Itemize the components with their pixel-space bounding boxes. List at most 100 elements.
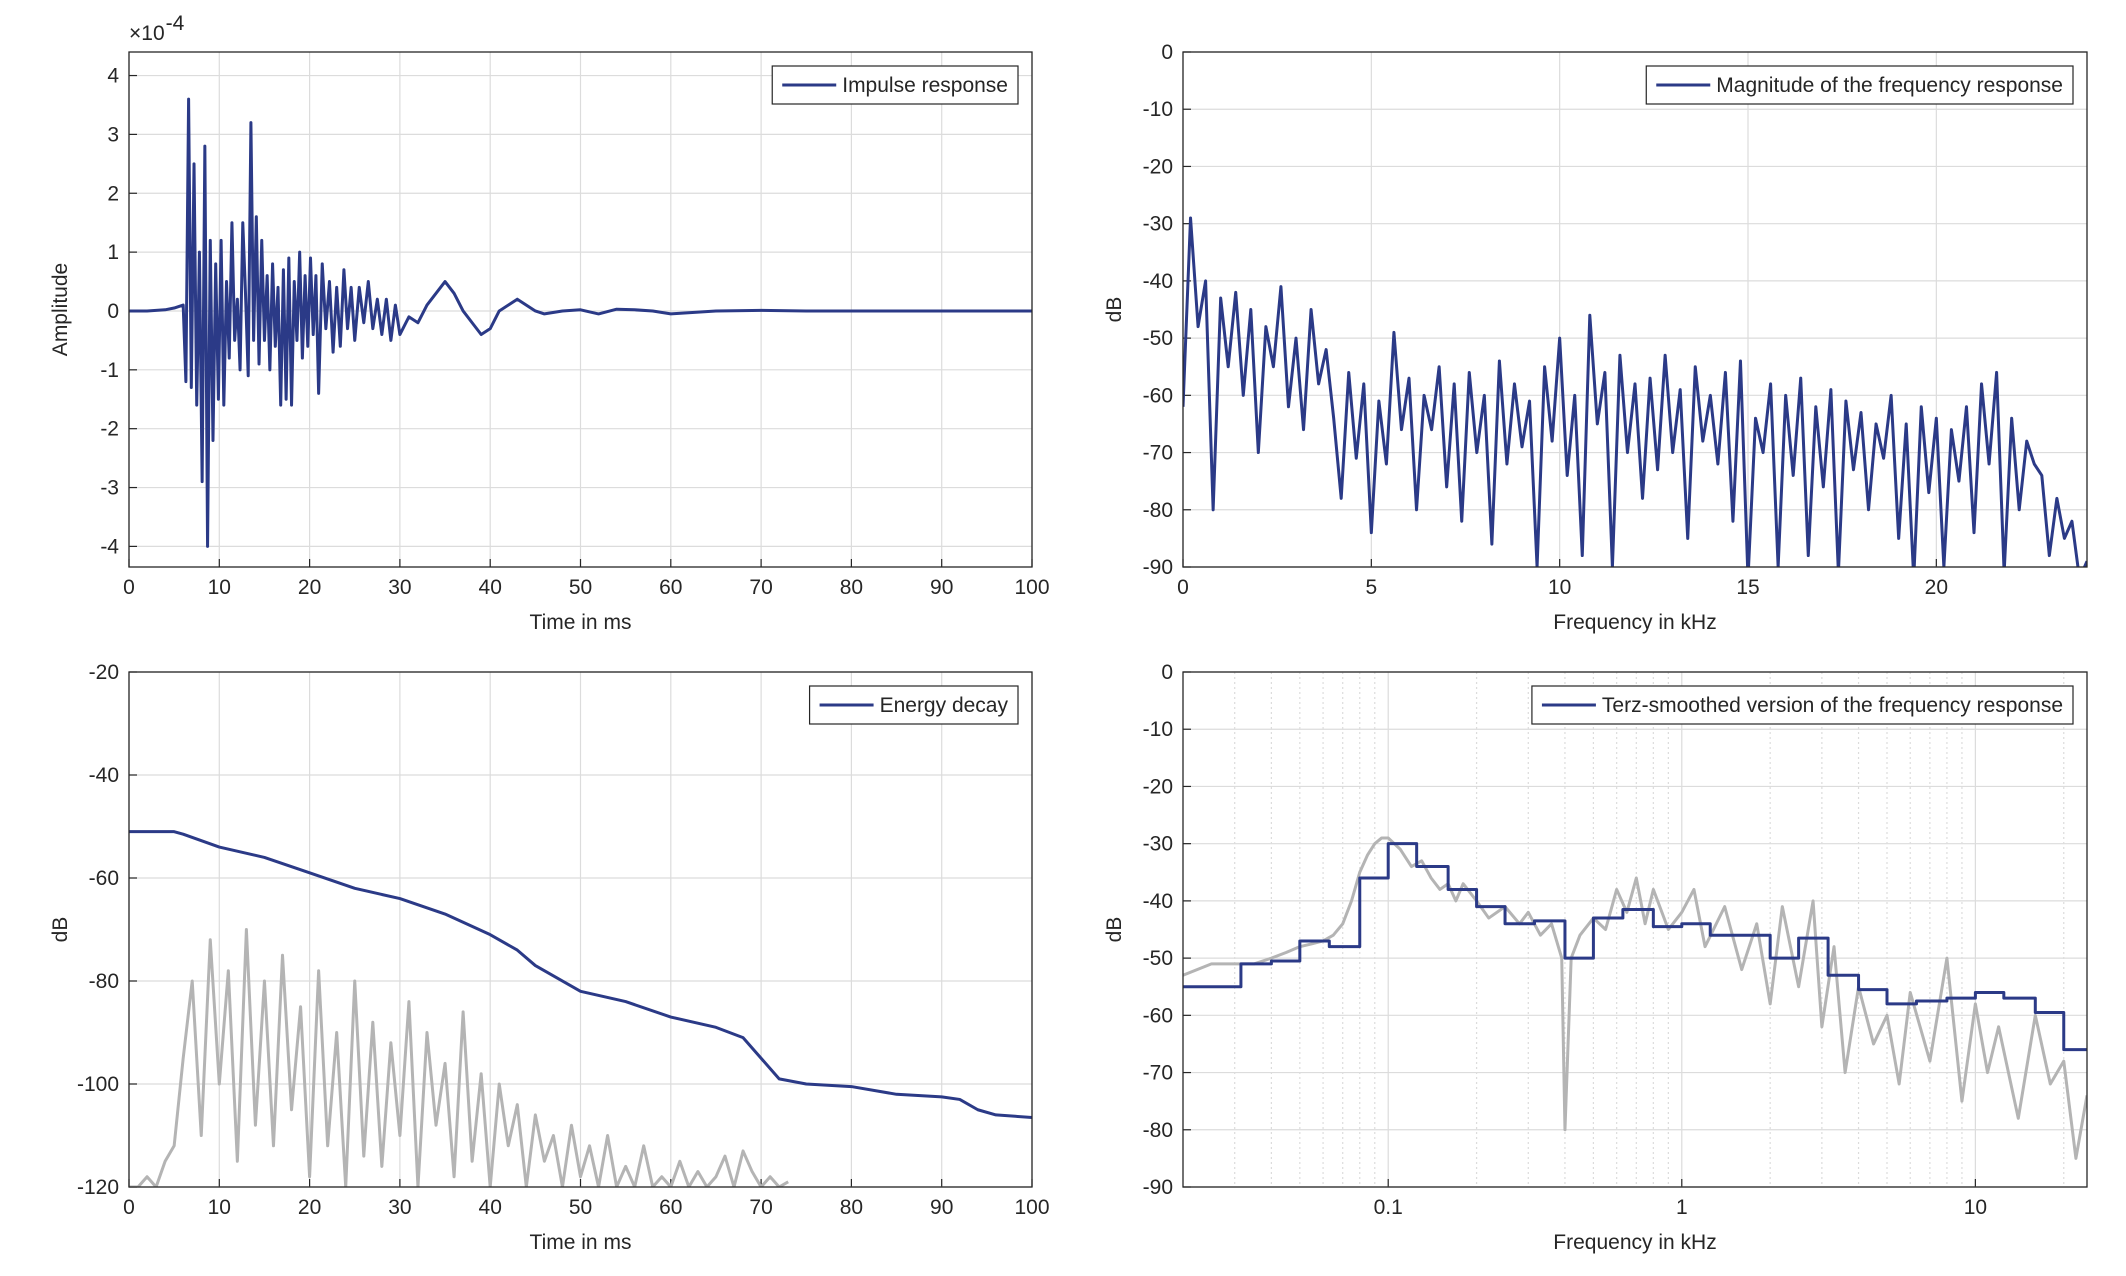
axes-frame xyxy=(128,671,1033,1188)
y-tick-label: 2 xyxy=(107,182,119,205)
x-tick-label: 10 xyxy=(1964,1196,1987,1219)
legend-label: Energy decay xyxy=(880,694,1009,717)
data-line xyxy=(1183,836,2087,1160)
y-tick-label: -10 xyxy=(1143,98,1173,121)
y-tick-label: -120 xyxy=(77,1176,119,1199)
y-tick-label: -1 xyxy=(100,359,119,382)
y-tick-label: -30 xyxy=(1143,213,1173,236)
y-tick-label: -60 xyxy=(89,867,119,890)
axes-frame xyxy=(1182,671,2088,1188)
legend-box xyxy=(1645,65,2074,105)
y-tick-label: -40 xyxy=(1143,890,1173,913)
series-group xyxy=(1183,836,2087,1160)
y-tick-label: -90 xyxy=(1143,556,1173,579)
y-tick-label: 4 xyxy=(107,65,119,88)
y-tick-label: 1 xyxy=(107,241,119,264)
y-tick-label: -20 xyxy=(1143,155,1173,178)
y-tick-label: -80 xyxy=(1143,499,1173,522)
x-tick-label: 0.1 xyxy=(1374,1196,1403,1219)
axes: 0.1 1 10 -90 -80 -70 -60 -50 -40 -30 -20 -10 0 Freque… xyxy=(1103,661,2088,1254)
y-tick-label: -40 xyxy=(89,764,119,787)
y-tick-label: -50 xyxy=(1143,327,1173,350)
axes: 0 5 10 15 20 -90 -80 -70 -60 -50 -40 -30 -20 -10 0 Freq… xyxy=(1103,41,2088,634)
y-tick-label: -2 xyxy=(100,418,119,441)
series-group xyxy=(129,830,1032,1187)
x-axis-label: Time in ms xyxy=(530,611,632,634)
y-tick-label: -20 xyxy=(89,661,119,684)
y-tick-label: 0 xyxy=(1161,41,1173,64)
y-axis-label: dB xyxy=(1103,297,1126,323)
legend: Impulse response xyxy=(771,65,1019,105)
y-tick-label: -60 xyxy=(1143,384,1173,407)
plot-area xyxy=(1183,672,2087,1187)
x-tick-label: 100 xyxy=(1014,1196,1049,1219)
legend: Terz-smoothed version of the frequency r… xyxy=(1531,685,2074,725)
x-tick-label: 50 xyxy=(569,576,592,599)
legend: Magnitude of the frequency response xyxy=(1645,65,2074,105)
y-tick-label: -50 xyxy=(1143,947,1173,970)
axes: 0 10 20 30 40 50 60 70 80 90 100 -4 -3 -2 -1 0 1 2 3 4 Time … xyxy=(49,12,1050,634)
x-tick-label: 15 xyxy=(1736,576,1759,599)
y-tick-label: -80 xyxy=(89,970,119,993)
y-tick-label: -30 xyxy=(1143,833,1173,856)
x-tick-label: 10 xyxy=(208,576,231,599)
y-axis-label: dB xyxy=(1103,917,1126,943)
legend-box xyxy=(1531,685,2074,725)
y-tick-label: -90 xyxy=(1143,1176,1173,1199)
y-tick-label: -3 xyxy=(100,477,119,500)
x-tick-label: 20 xyxy=(298,1196,321,1219)
data-line xyxy=(129,830,1032,1119)
y-tick-label: -70 xyxy=(1143,442,1173,465)
x-tick-label: 100 xyxy=(1014,576,1049,599)
y-tick-label: 0 xyxy=(1161,661,1173,684)
x-tick-label: 0 xyxy=(123,1196,135,1219)
x-tick-label: 40 xyxy=(479,1196,502,1219)
y-multiplier: ×10 xyxy=(129,22,165,45)
series-group xyxy=(129,97,1032,548)
x-tick-label: 80 xyxy=(840,576,863,599)
x-tick-label: 70 xyxy=(749,576,772,599)
x-tick-label: 50 xyxy=(569,1196,592,1219)
y-tick-label: -80 xyxy=(1143,1119,1173,1142)
y-tick-label: 0 xyxy=(107,300,119,323)
x-tick-label: 80 xyxy=(840,1196,863,1219)
legend: Energy decay xyxy=(808,685,1019,725)
y-tick-label: 3 xyxy=(107,123,119,146)
y-axis-label: Amplitude xyxy=(49,263,72,356)
data-line xyxy=(129,928,789,1187)
x-tick-label: 40 xyxy=(479,576,502,599)
x-tick-label: 90 xyxy=(930,1196,953,1219)
x-tick-label: 20 xyxy=(1925,576,1948,599)
y-tick-label: -60 xyxy=(1143,1004,1173,1027)
x-tick-label: 90 xyxy=(930,576,953,599)
x-tick-label: 70 xyxy=(749,1196,772,1219)
axes: 0 10 20 30 40 50 60 70 80 90 100 -120 -100 -80 -60 -40 -… xyxy=(49,661,1050,1254)
y-tick-label: -20 xyxy=(1143,775,1173,798)
y-axis-label: dB xyxy=(49,917,72,943)
axes-frame xyxy=(1182,51,2088,568)
y-multiplier-exponent: -4 xyxy=(166,12,185,35)
series-group xyxy=(1183,216,2087,567)
y-tick-label: -70 xyxy=(1143,1062,1173,1085)
legend-label: Terz-smoothed version of the frequency r… xyxy=(1602,694,2063,717)
x-tick-label: 10 xyxy=(208,1196,231,1219)
data-line xyxy=(1183,216,2087,567)
x-tick-label: 20 xyxy=(298,576,321,599)
legend-label: Impulse response xyxy=(842,74,1008,97)
x-tick-label: 60 xyxy=(659,1196,682,1219)
plot-area xyxy=(1183,52,2087,567)
x-tick-label: 10 xyxy=(1548,576,1571,599)
x-tick-label: 1 xyxy=(1676,1196,1688,1219)
x-tick-label: 30 xyxy=(388,1196,411,1219)
legend-label: Magnitude of the frequency response xyxy=(1716,74,2063,97)
x-tick-label: 60 xyxy=(659,576,682,599)
x-tick-label: 5 xyxy=(1365,576,1377,599)
x-axis-label: Frequency in kHz xyxy=(1553,1231,1716,1254)
y-tick-label: -4 xyxy=(100,535,119,558)
x-tick-label: 30 xyxy=(388,576,411,599)
x-tick-label: 0 xyxy=(123,576,135,599)
x-axis-label: Frequency in kHz xyxy=(1553,611,1716,634)
y-tick-label: -40 xyxy=(1143,270,1173,293)
y-tick-label: -10 xyxy=(1143,718,1173,741)
